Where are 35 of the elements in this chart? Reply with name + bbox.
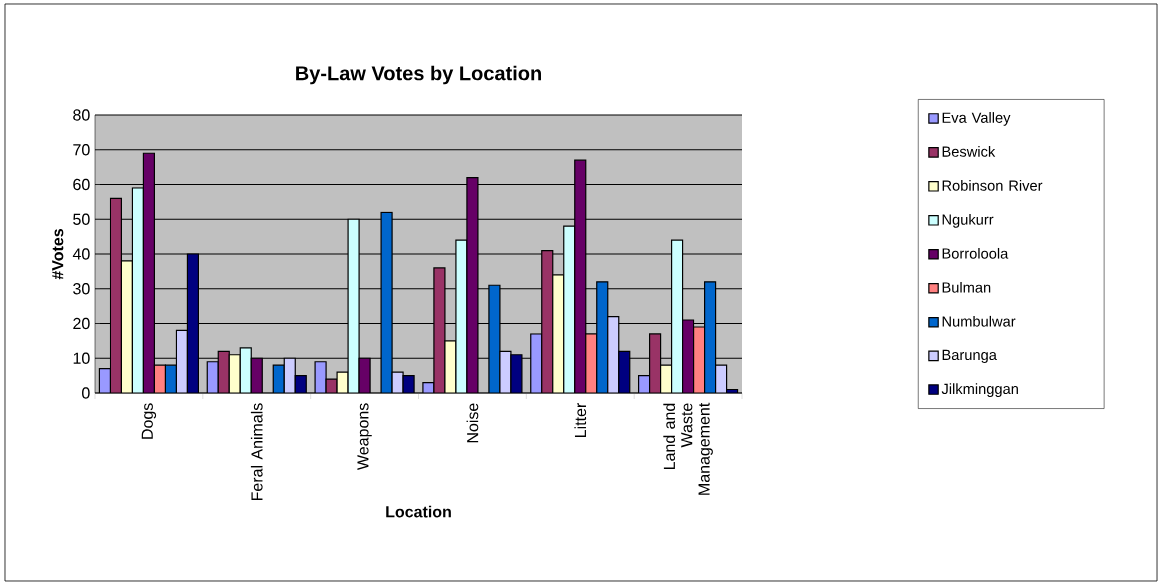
y-tick-label: 50 [73,213,90,225]
legend-label: Numbulwar [942,315,1016,327]
x-tick-label: Feral Animals [250,403,263,501]
y-tick-label: 70 [73,144,90,156]
x-tick-label: Dogs [141,403,157,439]
y-tick-label: 30 [73,283,90,295]
legend-label: Barunga [942,349,997,363]
bar [703,281,717,393]
bar [142,152,156,393]
y-tick-label: 60 [73,178,90,191]
y-tick-label: 10 [73,352,90,364]
x-axis-title: Location [386,505,451,518]
bar [541,249,554,393]
bar [109,197,123,393]
x-tick-label: Litter [574,402,587,437]
legend-label: Beswick [942,146,996,157]
y-tick-label: 20 [73,317,90,330]
y-tick-label: 40 [72,248,90,260]
legend-label: Jilkminggan [941,383,1018,397]
bar [574,159,587,393]
x-tick-label: Noise [466,403,479,443]
legend-label: Eva Valley [942,112,1011,126]
bar [596,281,609,393]
y-tick-label: 80 [73,109,90,121]
legend-label: Ngukurr [942,214,994,228]
x-tick-label: Land and Waste Management [663,402,713,495]
legend-label: Borroloola [942,247,1009,259]
legend-label: Bulman [942,281,991,293]
y-axis-title: #Votes [52,229,64,280]
bar [186,253,200,393]
bar [120,260,134,393]
y-tick-label: 0 [82,387,90,399]
legend-label: Robinson River [942,180,1043,191]
x-tick-label: Weapons [357,403,372,470]
chart-title: By-Law Votes by Location [296,65,541,85]
